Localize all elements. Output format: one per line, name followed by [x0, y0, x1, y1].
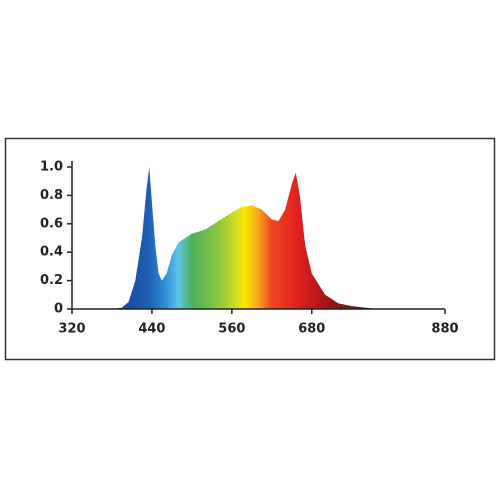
- y-tick-label: 0: [54, 302, 63, 317]
- x-tick-label: 440: [138, 322, 165, 337]
- y-tick-label: 1.0: [40, 160, 63, 175]
- y-tick-label: 0.8: [40, 188, 63, 203]
- y-tick-label: 0.4: [40, 245, 63, 260]
- x-tick-label: 320: [58, 322, 85, 337]
- spectrum-area: [111, 167, 379, 309]
- x-tick-label: 680: [298, 322, 325, 337]
- y-tick-label: 0.2: [40, 273, 63, 288]
- y-tick-label: 0.6: [40, 216, 63, 231]
- x-tick-label: 560: [218, 322, 245, 337]
- x-tick-label: 880: [431, 322, 458, 337]
- frame: [4, 137, 496, 361]
